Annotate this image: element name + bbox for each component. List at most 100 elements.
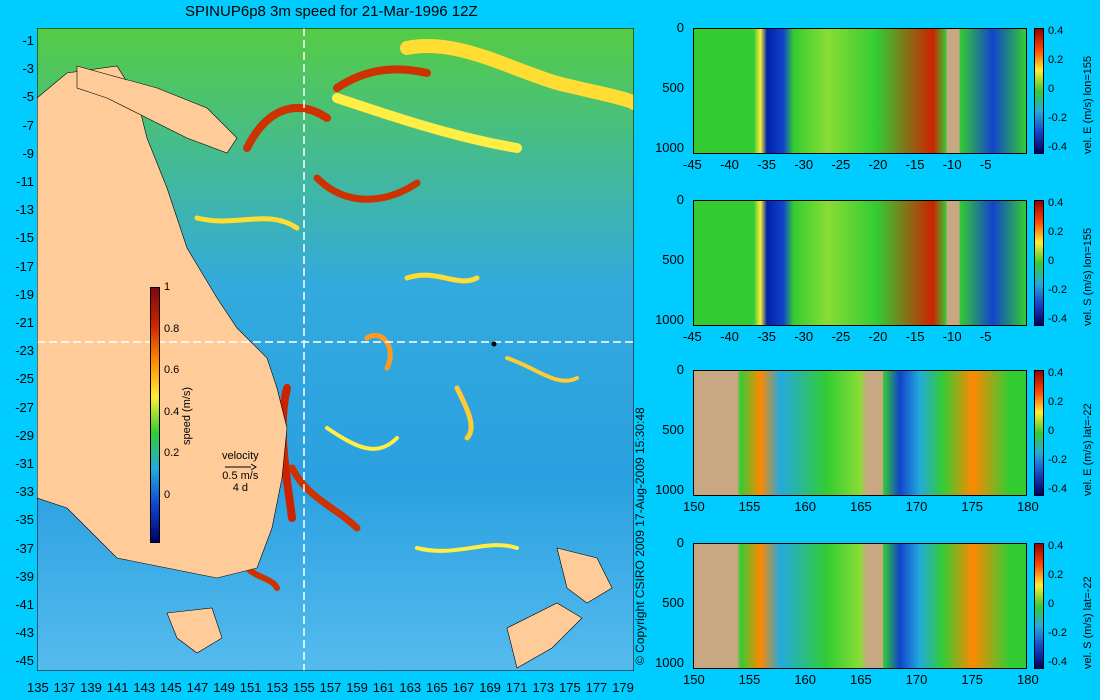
map-lon-tick: 137 <box>53 680 76 695</box>
section-x-tick: -15 <box>905 329 925 344</box>
map-lat-tick: -39 <box>15 568 34 584</box>
map-lon-tick: 179 <box>612 680 634 695</box>
map-lon-tick: 147 <box>186 680 209 695</box>
section-x-tick: -5 <box>979 329 992 344</box>
section-colorbar-tick: 0 <box>1048 598 1055 610</box>
section-y-tick: 500 <box>662 595 684 610</box>
section-panel-p4 <box>693 543 1027 669</box>
section-label: vel. E (m/s) lat=-22 <box>1082 403 1094 496</box>
map-lon-tick: 143 <box>133 680 156 695</box>
section-x-tick: -45 <box>683 329 702 344</box>
section-x-tick: -35 <box>757 329 777 344</box>
map-lon-tick: 171 <box>505 680 528 695</box>
section-colorbar-tick: 0.4 <box>1048 25 1064 37</box>
map-lon-tick: 163 <box>399 680 422 695</box>
map-lon-tick: 167 <box>452 680 475 695</box>
figure-title: SPINUP6p8 3m speed for 21-Mar-1996 12Z <box>185 3 478 20</box>
map-lat-tick: -31 <box>15 456 34 471</box>
section-x-tick: -5 <box>979 157 992 172</box>
section-x-tick: -25 <box>831 157 851 172</box>
map-lat-tick: -23 <box>15 343 34 359</box>
map-lon-tick: 173 <box>532 680 555 695</box>
tasmania-land <box>166 607 223 654</box>
section-colorbar-tick: -0.4 <box>1048 141 1067 153</box>
new-guinea-land <box>76 65 238 154</box>
map-lon-tick: 155 <box>293 680 315 695</box>
section-x-tick: 165 <box>850 499 872 514</box>
section-x-tick: -15 <box>905 157 925 172</box>
section-y-tick: 500 <box>662 252 684 267</box>
velocity-key-arrow-icon <box>222 462 259 471</box>
velocity-key-label: velocity <box>222 450 259 462</box>
section-label: vel. E (m/s) lon=155 <box>1082 55 1094 154</box>
section-x-tick: 155 <box>738 499 761 514</box>
map-lon-tick: 139 <box>80 680 102 695</box>
section-colorbar-tick: 0 <box>1048 83 1055 95</box>
map-lon-tick: 157 <box>319 680 342 695</box>
map-lat-tick: -7 <box>22 117 34 133</box>
section-colorbar <box>1034 28 1044 154</box>
map-lon-tick: 149 <box>213 680 235 695</box>
section-panel-p1 <box>693 28 1027 154</box>
section-colorbar-tick: -0.4 <box>1048 656 1067 668</box>
speed-colorbar-label: speed (m/s) <box>181 386 193 445</box>
section-x-tick: 170 <box>905 499 928 514</box>
section-y-tick: 1000 <box>655 482 684 497</box>
section-colorbar-tick: 0.2 <box>1048 569 1064 581</box>
australia-land <box>37 65 288 579</box>
section-colorbar-tick: 0.4 <box>1048 540 1064 552</box>
velocity-key: velocity 0.5 m/s 4 d <box>222 450 259 494</box>
map-lon-tick: 153 <box>266 680 289 695</box>
speed-colorbar-tick: 0.2 <box>164 447 180 459</box>
map-lat-tick: -19 <box>15 286 34 302</box>
section-x-tick: -25 <box>831 329 851 344</box>
nz-north-island <box>556 547 613 604</box>
section-x-tick: 160 <box>794 672 817 687</box>
section-y-tick: 0 <box>676 362 684 377</box>
section-panel-p2 <box>693 200 1027 326</box>
section-colorbar-tick: -0.2 <box>1048 112 1067 124</box>
section-x-tick: 180 <box>1017 672 1039 687</box>
map-lon-tick: 177 <box>585 680 608 695</box>
speed-colorbar-tick: 0.8 <box>164 322 180 335</box>
map-lat-tick: -33 <box>15 484 34 500</box>
section-colorbar-tick: -0.4 <box>1048 483 1067 495</box>
section-x-tick: 175 <box>961 499 984 514</box>
map-lat-tick: -25 <box>15 371 34 387</box>
nz-south-island <box>506 602 583 669</box>
section-y-tick: 0 <box>676 535 684 550</box>
section-colorbar-tick: 0 <box>1048 425 1055 437</box>
map-lat-tick: -1 <box>22 33 34 48</box>
section-colorbar-tick: 0.4 <box>1048 197 1064 209</box>
section-y-tick: 1000 <box>655 312 684 327</box>
map-lat-tick: -45 <box>15 653 34 669</box>
section-colorbar-tick: -0.2 <box>1048 627 1067 639</box>
section-x-tick: -30 <box>794 157 814 172</box>
section-label: vel. S (m/s) lat=-22 <box>1082 576 1094 669</box>
section-x-tick: 155 <box>738 672 761 687</box>
section-x-tick: -30 <box>794 329 814 344</box>
section-marker <box>491 341 497 347</box>
map-lat-tick: -9 <box>22 145 34 161</box>
speed-colorbar-tick: 0.4 <box>164 405 180 418</box>
map-lat-tick: -43 <box>15 625 34 641</box>
speed-colorbar-tick: 0 <box>164 488 171 501</box>
map-lon-tick: 159 <box>346 680 368 695</box>
velocity-key-speed: 0.5 m/s <box>222 470 259 482</box>
map-lat-tick: -29 <box>15 427 34 443</box>
map-lat-tick: -41 <box>15 597 34 612</box>
section-y-tick: 1000 <box>655 140 684 155</box>
velocity-key-time: 4 d <box>232 482 248 494</box>
map-lon-tick: 165 <box>426 680 448 695</box>
map-lat-tick: -13 <box>15 202 34 218</box>
speed-map <box>37 28 634 671</box>
speed-colorbar <box>150 287 160 543</box>
section-colorbar-tick: 0.2 <box>1048 396 1064 408</box>
map-lon-tick: 151 <box>239 680 262 695</box>
section-y-tick: 500 <box>662 80 684 95</box>
copyright-text: © Copyright CSIRO 2009 17-Aug-2009 15:30… <box>633 407 647 665</box>
map-lat-tick: -27 <box>15 399 34 415</box>
map-lat-tick: -3 <box>22 61 34 77</box>
section-x-tick: -10 <box>942 329 962 344</box>
section-colorbar <box>1034 543 1044 669</box>
